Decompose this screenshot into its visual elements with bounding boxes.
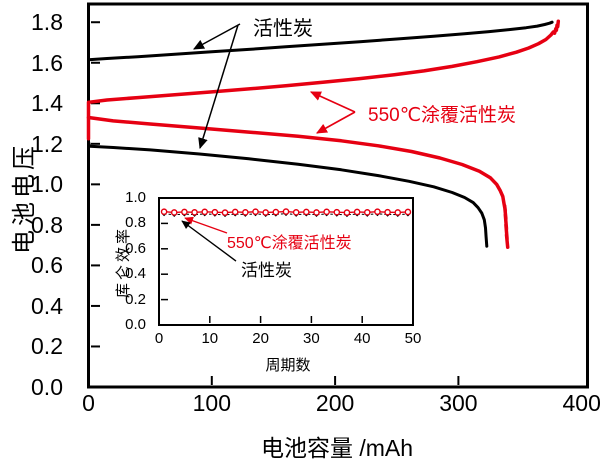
main-x-tick-label-200: 200	[315, 390, 355, 416]
series-coated-carbon	[86, 19, 561, 141]
circle-marker	[343, 209, 351, 216]
main-plot-area	[86, 2, 589, 389]
arrow-to-black-charge	[193, 23, 241, 50]
main-y-tick-label-0.6: 0.6	[31, 252, 63, 279]
arrow-to-red-discharge	[316, 111, 356, 134]
circle-marker	[160, 208, 168, 216]
inset-x-tick-label-40: 40	[353, 330, 371, 347]
inset-x-tick-label-50: 50	[404, 330, 422, 347]
circle-marker	[272, 208, 280, 216]
inset-annotation-coated-carbon: 550℃涂覆活性炭	[227, 235, 352, 252]
circle-marker	[323, 208, 330, 216]
main-y-tick-label-1.8: 1.8	[31, 9, 63, 36]
circle-marker	[404, 208, 412, 216]
circle-marker	[363, 209, 371, 216]
circle-marker	[221, 209, 229, 216]
circle-marker	[303, 208, 310, 216]
circle-marker	[394, 209, 402, 216]
inset-plot-area	[158, 197, 414, 326]
circle-marker	[211, 208, 219, 216]
main-x-tick-label-100: 100	[192, 390, 231, 416]
circle-marker	[181, 208, 188, 216]
circle-marker	[282, 208, 290, 215]
circle-marker	[242, 209, 249, 216]
circle-marker	[262, 209, 269, 216]
main-x-tick-label-0: 0	[82, 390, 95, 416]
series-activated-carbon	[87, 20, 554, 69]
circle-marker	[191, 209, 198, 216]
circle-marker	[313, 209, 320, 216]
series-activated-carbon	[87, 140, 489, 248]
main-y-tick-label-0.0: 0.0	[31, 374, 63, 400]
arrow-to-red-charge	[309, 91, 356, 113]
main-x-tick-label-300: 300	[439, 390, 478, 416]
arrow-to-black-discharge	[198, 24, 239, 150]
series-coated-carbon	[86, 115, 510, 249]
main-y-tick-label-0.4: 0.4	[31, 292, 63, 319]
annotation-arrows	[181, 23, 356, 262]
circle-marker	[201, 208, 209, 216]
inset-x-tick-label-20: 20	[252, 330, 269, 347]
main-x-axis-title: 电池容量 /mAh	[260, 435, 414, 461]
inset-annotation-activated-carbon: 活性炭	[241, 261, 292, 280]
inset-x-tick-label-10: 10	[201, 330, 219, 347]
annotation-activated-carbon: 活性炭	[253, 18, 313, 40]
main-y-tick-label-1.2: 1.2	[31, 130, 63, 157]
inset-x-tick-label-30: 30	[303, 330, 320, 347]
inset-arrow-red	[184, 216, 228, 234]
inset-x-axis-title: 周期数	[265, 357, 311, 374]
main-x-tick-label-400: 400	[562, 390, 600, 416]
annotation-coated-carbon: 550℃涂覆活性炭	[368, 105, 517, 126]
inset-arrow-black	[181, 220, 237, 262]
circle-marker	[170, 209, 178, 216]
main-y-tick-label-1.0: 1.0	[31, 171, 63, 198]
inset-y-tick-label-0.8: 0.8	[125, 214, 146, 232]
circle-marker	[231, 208, 239, 216]
circle-marker	[384, 208, 391, 216]
inset-y-tick-label-0.6: 0.6	[125, 239, 146, 257]
circle-marker	[374, 208, 381, 216]
main-y-tick-label-0.8: 0.8	[31, 211, 63, 238]
circle-marker	[333, 208, 341, 216]
main-y-tick-label-1.4: 1.4	[31, 90, 63, 117]
inset-y-tick-label-0.4: 0.4	[125, 265, 146, 283]
main-y-tick-label-1.6: 1.6	[31, 49, 63, 76]
circle-marker	[292, 209, 300, 216]
inset-x-tick-label-0: 0	[154, 330, 164, 347]
inset-y-tick-label-0.0: 0.0	[125, 316, 146, 333]
inset-y-tick-label-0.2: 0.2	[125, 290, 146, 308]
main-y-tick-label-0.2: 0.2	[31, 333, 63, 360]
inset-y-tick-label-1.0: 1.0	[125, 189, 146, 206]
circle-marker	[353, 208, 361, 216]
circle-marker	[252, 208, 259, 216]
